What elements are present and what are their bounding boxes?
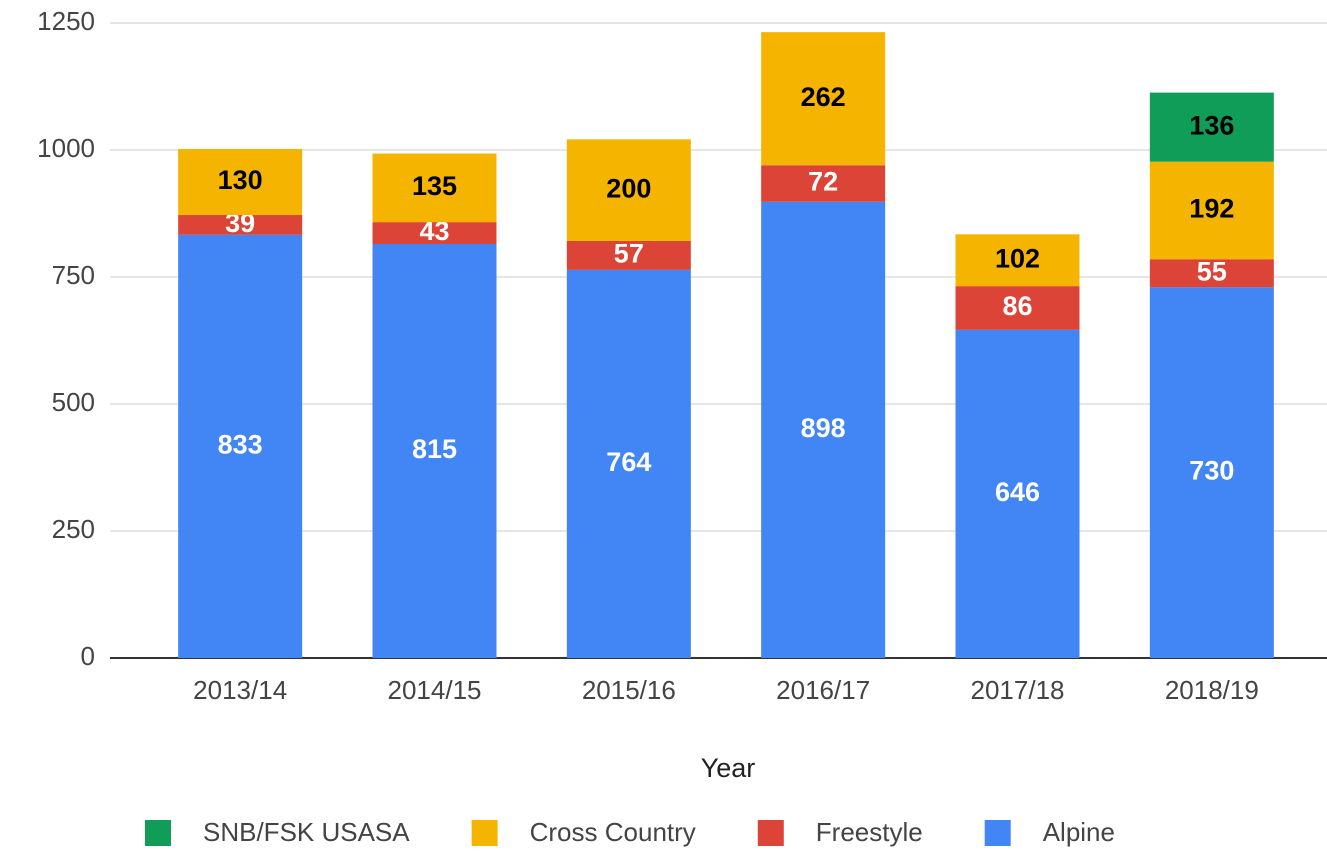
x-tick-label: 2016/17 [776, 675, 870, 705]
bar-segment [566, 139, 691, 241]
x-tick-label: 2015/16 [582, 675, 676, 705]
bar-segment [955, 329, 1080, 658]
bar-segment [372, 153, 497, 223]
bar-segment [1149, 259, 1274, 288]
x-tick-label: 2014/15 [388, 675, 482, 705]
legend-swatch [471, 820, 498, 846]
legend-swatch [145, 820, 171, 846]
legend-swatch [984, 820, 1011, 846]
x-tick-label: 2017/18 [971, 675, 1065, 705]
y-tick-label: 1000 [37, 133, 95, 163]
data-label: 55 [1197, 256, 1227, 286]
data-label: 646 [995, 477, 1040, 507]
data-label: 57 [614, 239, 644, 269]
legend-label: SNB/FSK USASA [203, 817, 410, 847]
data-label: 192 [1189, 194, 1234, 224]
data-label: 102 [995, 243, 1040, 273]
x-tick-label: 2013/14 [193, 675, 287, 705]
bar-segment [761, 32, 886, 166]
x-tick-label: 2018/19 [1165, 675, 1259, 705]
bar-segment [955, 286, 1080, 330]
legend-label: Cross Country [530, 817, 696, 847]
bar-segment [178, 215, 303, 235]
legend-label: Freestyle [816, 817, 923, 847]
bar-segment [761, 201, 886, 659]
data-label: 135 [412, 171, 457, 201]
data-label: 72 [808, 167, 838, 197]
data-label: 815 [412, 434, 457, 464]
bar-segment [566, 240, 691, 270]
y-tick-label: 1250 [37, 6, 95, 36]
bar-segment [566, 269, 691, 658]
bar-segment [372, 243, 497, 659]
data-label: 136 [1189, 110, 1234, 140]
bar-segment [955, 234, 1080, 287]
data-label: 200 [606, 173, 651, 203]
bar-segment [372, 222, 497, 244]
data-label: 86 [1002, 291, 1032, 321]
legend-label: Alpine [1043, 817, 1115, 847]
data-label: 730 [1189, 456, 1234, 486]
x-axis-label: Year [701, 753, 756, 783]
bar-segment [1149, 161, 1274, 260]
bar-segment [761, 165, 886, 202]
data-label: 262 [801, 82, 846, 112]
bar-segment [1149, 92, 1274, 162]
data-label: 833 [218, 430, 263, 460]
bar-segment [178, 148, 303, 216]
bar-segment [178, 234, 303, 658]
y-tick-label: 500 [52, 387, 95, 417]
bar-segment [1149, 287, 1274, 658]
data-label: 898 [801, 413, 846, 443]
data-label: 130 [218, 165, 263, 195]
data-label: 764 [606, 447, 651, 477]
y-tick-label: 250 [52, 514, 95, 544]
y-tick-label: 0 [81, 641, 95, 671]
legend-swatch [757, 820, 784, 846]
y-tick-label: 750 [52, 260, 95, 290]
